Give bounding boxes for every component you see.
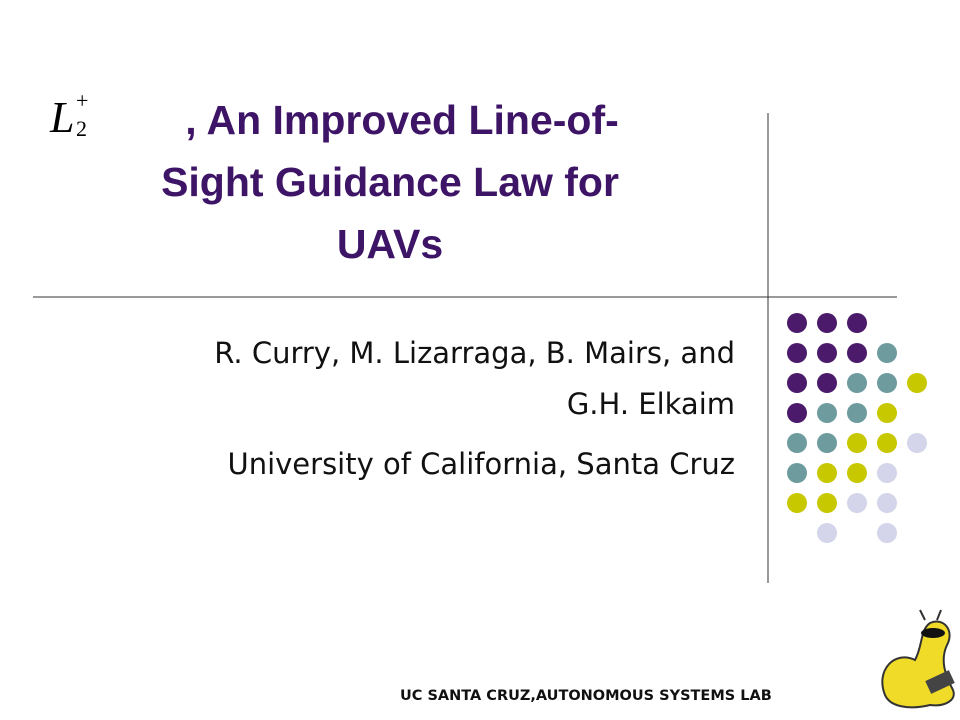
- dot: [877, 523, 897, 543]
- dot: [847, 433, 867, 453]
- dot: [847, 373, 867, 393]
- dot: [817, 403, 837, 423]
- dot: [787, 493, 807, 513]
- dot: [817, 313, 837, 333]
- footer: UC SANTA CRUZ,AUTONOMOUS SYSTEMS LAB: [400, 688, 772, 704]
- dot: [847, 403, 867, 423]
- title-line: UAVs: [336, 221, 444, 267]
- math-base: L: [50, 93, 75, 142]
- dot: [877, 343, 897, 363]
- math-subscript: 2: [76, 116, 87, 141]
- dot: [817, 493, 837, 513]
- dot: [877, 403, 897, 423]
- dot: [817, 433, 837, 453]
- dot: [787, 343, 807, 363]
- dot: [847, 343, 867, 363]
- author-line: R. Curry, M. Lizarraga, B. Mairs, and: [214, 336, 735, 370]
- slug-logo: [881, 609, 955, 709]
- dot: [847, 463, 867, 483]
- dot: [787, 433, 807, 453]
- dot: [817, 463, 837, 483]
- math-superscript: +: [76, 88, 89, 113]
- affiliation: University of California, Santa Cruz: [227, 447, 735, 481]
- dot: [787, 313, 807, 333]
- title-line: , An Improved Line-of-: [185, 97, 619, 143]
- dot: [787, 373, 807, 393]
- dot: [877, 463, 897, 483]
- math-symbol: L +2: [50, 88, 88, 143]
- dot: [847, 493, 867, 513]
- author-line: G.H. Elkaim: [566, 387, 735, 421]
- dot: [907, 433, 927, 453]
- dot: [877, 433, 897, 453]
- dot: [817, 523, 837, 543]
- dot: [787, 463, 807, 483]
- title-line: Sight Guidance Law for: [161, 159, 619, 205]
- dot: [877, 493, 897, 513]
- dot: [817, 343, 837, 363]
- dot: [787, 403, 807, 423]
- dot-grid: [787, 313, 927, 543]
- dot: [877, 373, 897, 393]
- dot: [847, 313, 867, 333]
- dot: [907, 373, 927, 393]
- dot: [817, 373, 837, 393]
